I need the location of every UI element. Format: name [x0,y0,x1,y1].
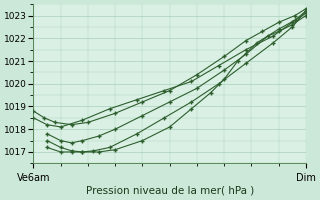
X-axis label: Pression niveau de la mer( hPa ): Pression niveau de la mer( hPa ) [85,186,254,196]
